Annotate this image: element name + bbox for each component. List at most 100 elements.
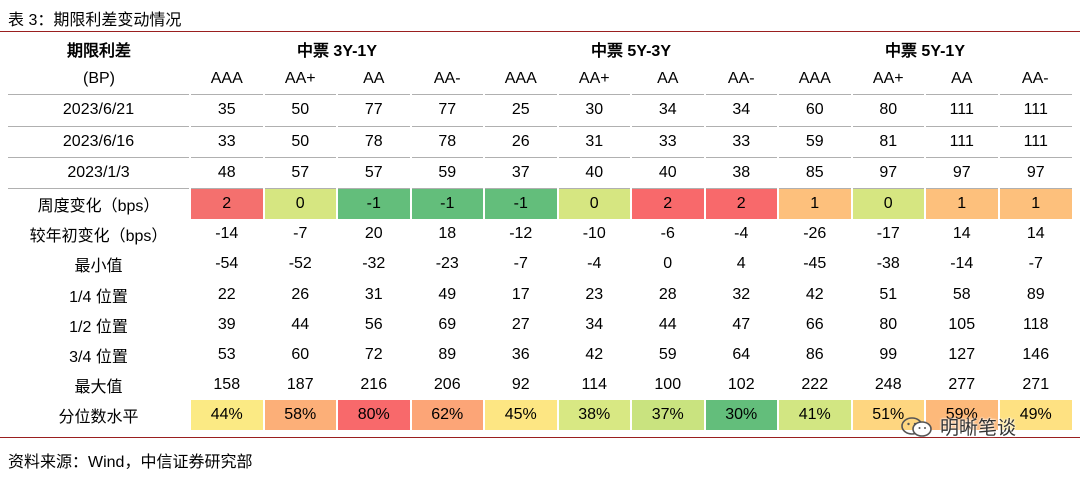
table-row: 1/4 位置 22 26 31 49 17 23 28 32 42 51 58 89 — [8, 279, 1072, 310]
table-cell: -1 — [336, 188, 411, 220]
table-cell: 59 — [630, 339, 705, 371]
table-row: 2023/6/16 33 50 78 78 26 31 33 33 59 81 111 111 — [8, 126, 1072, 158]
table-cell: 26 — [262, 279, 337, 310]
table-cell: 38% — [556, 400, 631, 431]
table-cell: 60 — [777, 94, 852, 127]
table-cell: 26 — [483, 126, 558, 158]
table-cell: 31 — [336, 279, 411, 310]
table-caption: 表 3：期限利差变动情况 — [8, 12, 182, 29]
table-cell: 80% — [336, 400, 411, 431]
table-cell: 0 — [262, 188, 337, 220]
header-row: 期限利差 中票 3Y-1Y 中票 5Y-3Y 中票 5Y-1Y — [8, 34, 1072, 64]
table-cell: 40 — [556, 157, 631, 189]
rating-header: AA — [631, 64, 705, 96]
table-cell: 1 — [924, 188, 999, 220]
row-label: 2023/6/16 — [8, 126, 190, 158]
rating-header: AA+ — [851, 64, 925, 96]
table-cell: 45% — [483, 400, 558, 431]
table-row: 1/2 位置 39 44 56 69 27 34 44 47 66 80 105 118 — [8, 309, 1072, 340]
table-cell: 57 — [262, 157, 337, 189]
table-cell: -26 — [777, 219, 852, 250]
table-cell: 118 — [997, 309, 1072, 340]
table-cell: -54 — [189, 249, 264, 280]
top-rule — [0, 31, 1080, 32]
table-cell: 17 — [483, 279, 558, 310]
table-cell: 97 — [924, 157, 999, 189]
table-cell: 31 — [556, 126, 631, 158]
table-cell: 64 — [703, 339, 778, 371]
table-cell: -32 — [336, 249, 411, 280]
rating-header: AA+ — [557, 64, 631, 96]
table-cell: 38 — [703, 157, 778, 189]
table-cell: 271 — [997, 370, 1072, 401]
table-cell: -1 — [409, 188, 484, 220]
table-cell: -12 — [483, 219, 558, 250]
rating-header: AAA — [484, 64, 558, 96]
table-cell: -14 — [924, 249, 999, 280]
rating-header: AA — [337, 64, 411, 96]
table-cell: 216 — [336, 370, 411, 401]
table-cell: -17 — [850, 219, 925, 250]
table-row: 最大值 158 187 216 206 92 114 100 102 222 248 277 271 — [8, 370, 1072, 401]
table-cell: 81 — [850, 126, 925, 158]
table-cell: 4 — [703, 249, 778, 280]
bottom-rule — [0, 437, 1080, 438]
table-cell: 36 — [483, 339, 558, 371]
group-header: 中票 5Y-3Y — [590, 43, 672, 61]
row-label: 1/2 位置 — [69, 318, 128, 336]
term-spread-table: 期限利差 中票 3Y-1Y 中票 5Y-3Y 中票 5Y-1Y (BP) AAA AA+ AA… — [8, 34, 1072, 431]
table-cell: 34 — [703, 94, 778, 127]
group-header: 中票 5Y-1Y — [884, 43, 966, 61]
table-cell: 1 — [997, 188, 1072, 220]
table-cell: 0 — [850, 188, 925, 220]
rating-row: (BP) AAA AA+ AA AA- AAA AA+ AA AA- AAA AA+ AA AA- — [8, 64, 1072, 96]
rating-header: AA — [925, 64, 999, 96]
table-cell: 20 — [336, 219, 411, 250]
table-cell: 59% — [924, 400, 999, 431]
table-cell: 44 — [630, 309, 705, 340]
table-row: 3/4 位置 53 60 72 89 36 42 59 64 86 99 127 146 — [8, 339, 1072, 371]
table-row: 2023/6/21 35 50 77 77 25 30 34 34 60 80 111 111 — [8, 94, 1072, 127]
table-cell: 32 — [703, 279, 778, 310]
table-cell: 86 — [777, 339, 852, 371]
table-cell: 28 — [630, 279, 705, 310]
table-cell: 92 — [483, 370, 558, 401]
row-label: 最小值 — [74, 258, 123, 276]
table-cell: 1 — [777, 188, 852, 220]
table-cell: 111 — [997, 94, 1072, 127]
table-cell: 18 — [409, 219, 484, 250]
table-cell: 62% — [409, 400, 484, 431]
table-cell: 158 — [189, 370, 264, 401]
table-cell: -1 — [483, 188, 558, 220]
table-cell: -7 — [997, 249, 1072, 280]
table-cell: 42 — [556, 339, 631, 371]
table-cell: 99 — [850, 339, 925, 371]
table-cell: 248 — [850, 370, 925, 401]
table-cell: 78 — [336, 126, 411, 158]
table-cell: 25 — [483, 94, 558, 127]
table-cell: 23 — [556, 279, 631, 310]
table-cell: 2 — [703, 188, 778, 220]
table-cell: -7 — [483, 249, 558, 280]
row-label: 3/4 位置 — [69, 348, 128, 366]
table-cell: 50 — [262, 94, 337, 127]
table-cell: 51% — [850, 400, 925, 431]
table-cell: 58% — [262, 400, 337, 431]
table-cell: 53 — [189, 339, 264, 371]
table-cell: -38 — [850, 249, 925, 280]
table-cell: -4 — [703, 219, 778, 250]
wechat-icon — [901, 416, 932, 437]
table-cell: 77 — [336, 94, 411, 127]
table-cell: 33 — [630, 126, 705, 158]
table-cell: 206 — [409, 370, 484, 401]
table-cell: 40 — [630, 157, 705, 189]
table-cell: 59 — [409, 157, 484, 189]
table-cell: 97 — [850, 157, 925, 189]
table-cell: 111 — [924, 94, 999, 127]
table-cell: -4 — [556, 249, 631, 280]
table-cell: 60 — [262, 339, 337, 371]
rating-header: AA- — [410, 64, 484, 96]
table-cell: 89 — [409, 339, 484, 371]
table-cell: 146 — [997, 339, 1072, 371]
table-cell: 22 — [189, 279, 264, 310]
